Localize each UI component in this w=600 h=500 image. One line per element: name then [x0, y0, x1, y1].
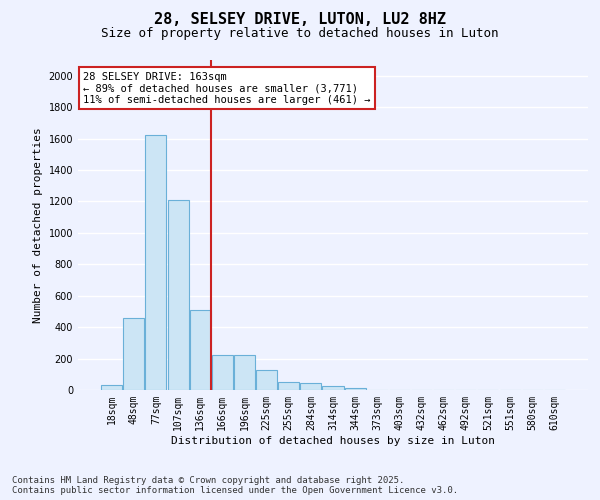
- Text: Contains HM Land Registry data © Crown copyright and database right 2025.
Contai: Contains HM Land Registry data © Crown c…: [12, 476, 458, 495]
- Bar: [234, 356, 255, 390]
- Bar: [167, 200, 188, 390]
- Text: 28, SELSEY DRIVE, LUTON, LU2 8HZ: 28, SELSEY DRIVE, LUTON, LU2 8HZ: [154, 12, 446, 28]
- Bar: [212, 356, 233, 390]
- Text: 28 SELSEY DRIVE: 163sqm
← 89% of detached houses are smaller (3,771)
11% of semi: 28 SELSEY DRIVE: 163sqm ← 89% of detache…: [83, 72, 371, 105]
- Bar: [301, 383, 322, 390]
- Bar: [278, 382, 299, 390]
- Bar: [190, 310, 211, 390]
- Bar: [344, 388, 365, 390]
- X-axis label: Distribution of detached houses by size in Luton: Distribution of detached houses by size …: [171, 436, 495, 446]
- Bar: [101, 384, 122, 390]
- Bar: [145, 136, 166, 390]
- Bar: [256, 370, 277, 390]
- Bar: [322, 386, 344, 390]
- Bar: [124, 318, 145, 390]
- Text: Size of property relative to detached houses in Luton: Size of property relative to detached ho…: [101, 28, 499, 40]
- Y-axis label: Number of detached properties: Number of detached properties: [33, 127, 43, 323]
